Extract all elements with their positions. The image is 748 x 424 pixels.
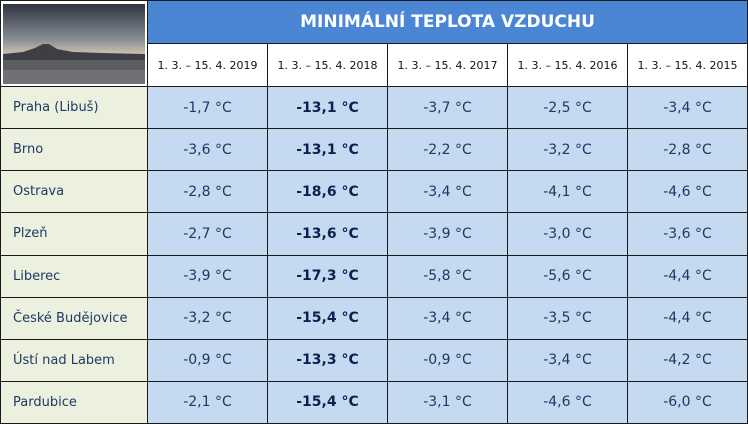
temperature-value: -6,0 °C — [628, 381, 747, 423]
temperature-value: -4,4 °C — [628, 297, 747, 339]
temperature-value: -3,2 °C — [508, 129, 627, 171]
temperature-value: -3,9 °C — [148, 255, 267, 297]
city-name: Liberec — [1, 255, 147, 297]
column-header: 1. 3. – 15. 4. 2019 — [148, 44, 267, 86]
column-header: 1. 3. – 15. 4. 2016 — [508, 44, 627, 86]
city-name: České Budějovice — [1, 297, 147, 339]
temperature-value: -2,2 °C — [388, 129, 507, 171]
temperature-value: -3,5 °C — [508, 297, 627, 339]
temperature-value: -1,7 °C — [148, 87, 267, 129]
temperature-value: -4,4 °C — [628, 255, 747, 297]
temperature-value: -13,3 °C — [268, 339, 387, 381]
table-title: MINIMÁLNÍ TEPLOTA VZDUCHU — [148, 1, 747, 43]
temperature-value: -3,4 °C — [628, 87, 747, 129]
temperature-value: -5,8 °C — [388, 255, 507, 297]
temperature-value: -0,9 °C — [148, 339, 267, 381]
temperature-value: -2,1 °C — [148, 381, 267, 423]
temperature-value: -0,9 °C — [388, 339, 507, 381]
temperature-value: -4,1 °C — [508, 171, 627, 213]
temperature-value: -3,6 °C — [148, 129, 267, 171]
temperature-value: -3,1 °C — [388, 381, 507, 423]
temperature-value: -3,4 °C — [508, 339, 627, 381]
temperature-value: -2,5 °C — [508, 87, 627, 129]
temperature-value: -3,4 °C — [388, 171, 507, 213]
temperature-value: -18,6 °C — [268, 171, 387, 213]
column-header: 1. 3. – 15. 4. 2017 — [388, 44, 507, 86]
temperature-value: -2,8 °C — [148, 171, 267, 213]
landscape-image — [3, 3, 145, 84]
temperature-value: -13,1 °C — [268, 87, 387, 129]
city-name: Pardubice — [1, 381, 147, 423]
temperature-value: -3,7 °C — [388, 87, 507, 129]
temperature-value: -3,4 °C — [388, 297, 507, 339]
column-header: 1. 3. – 15. 4. 2018 — [268, 44, 387, 86]
city-name: Ostrava — [1, 171, 147, 213]
temperature-value: -13,1 °C — [268, 129, 387, 171]
temperature-value: -4,6 °C — [508, 381, 627, 423]
temperature-value: -13,6 °C — [268, 213, 387, 255]
temperature-value: -17,3 °C — [268, 255, 387, 297]
temperature-value: -2,8 °C — [628, 129, 747, 171]
column-header: 1. 3. – 15. 4. 2015 — [628, 44, 747, 86]
temperature-value: -15,4 °C — [268, 381, 387, 423]
temperature-value: -3,6 °C — [628, 213, 747, 255]
temperature-value: -3,2 °C — [148, 297, 267, 339]
city-name: Brno — [1, 129, 147, 171]
city-name: Plzeň — [1, 213, 147, 255]
temperature-value: -3,0 °C — [508, 213, 627, 255]
photo — [1, 1, 147, 86]
city-name: Praha (Libuš) — [1, 87, 147, 129]
temperature-value: -4,6 °C — [628, 171, 747, 213]
temperature-value: -2,7 °C — [148, 213, 267, 255]
city-name: Ústí nad Labem — [1, 339, 147, 381]
temperature-value: -3,9 °C — [388, 213, 507, 255]
temperature-value: -15,4 °C — [268, 297, 387, 339]
temperature-value: -4,2 °C — [628, 339, 747, 381]
temperature-value: -5,6 °C — [508, 255, 627, 297]
